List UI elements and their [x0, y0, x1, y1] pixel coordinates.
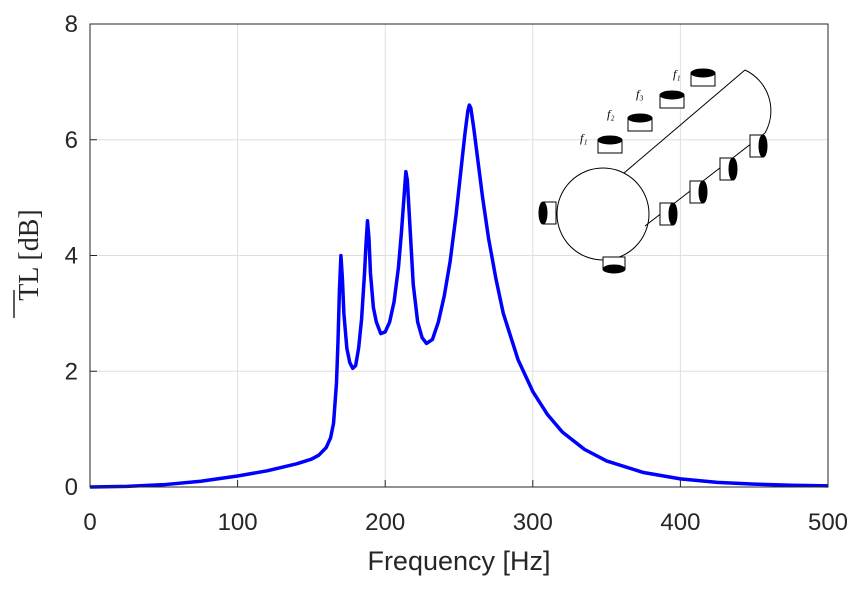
y-tick-label: 2 [65, 358, 78, 385]
x-tick-label: 0 [83, 509, 96, 536]
y-tick-label: 6 [65, 127, 78, 154]
y-tick-label: 0 [65, 474, 78, 501]
inset-diagram: f₁ f₂ f₃ f₁ [538, 67, 772, 274]
x-tick-label: 400 [660, 509, 700, 536]
x-tick-label: 300 [513, 509, 553, 536]
y-axis-label: TL [dB] [14, 209, 45, 301]
inset-label: f₂ [607, 107, 615, 121]
x-tick-label: 500 [808, 509, 848, 536]
inset-label: f₁ [580, 131, 588, 145]
inset-label: f₃ [636, 87, 644, 101]
y-tick-label: 4 [65, 243, 78, 270]
x-axis-label: Frequency [Hz] [367, 546, 550, 576]
inset-label: f₁ [673, 67, 681, 81]
y-tick-label: 8 [65, 11, 78, 38]
x-tick-label: 100 [218, 509, 258, 536]
data-line [89, 103, 829, 489]
x-tick-label: 200 [365, 509, 405, 536]
plot-frame [89, 23, 829, 488]
